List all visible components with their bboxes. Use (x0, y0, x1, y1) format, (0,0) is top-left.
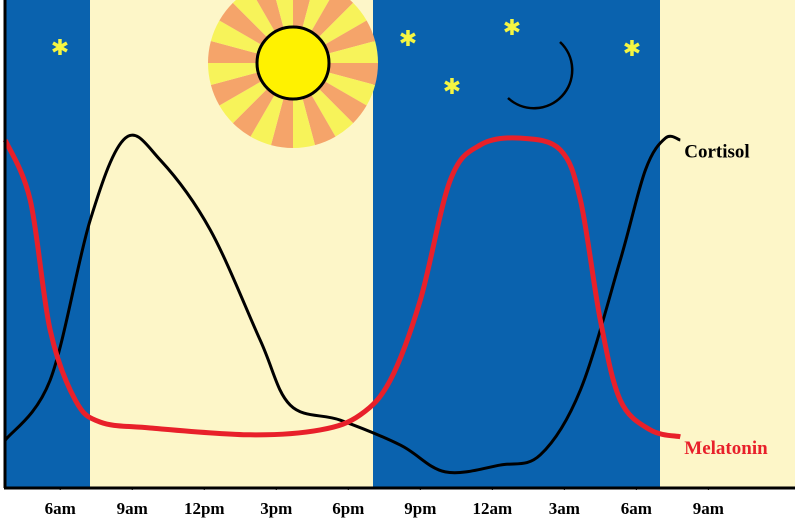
x-tick-label: 12am (472, 499, 512, 518)
star: ✱ (503, 16, 521, 41)
sun-ray (293, 0, 310, 63)
night-band (373, 0, 660, 488)
sun (208, 0, 378, 148)
night-band (5, 0, 90, 488)
day-night-bands (5, 0, 795, 488)
sun-ray (276, 0, 293, 63)
moon (507, 41, 574, 110)
sun-disc (255, 25, 331, 101)
star: ✱ (399, 27, 417, 52)
x-tick-label: 3pm (260, 499, 292, 518)
x-tick-label: 9am (693, 499, 724, 518)
series-label: Melatonin (684, 438, 768, 459)
x-tick-label: 3am (549, 499, 580, 518)
x-tick-label: 9pm (404, 499, 436, 518)
day-band (660, 0, 795, 488)
star: ✱ (443, 75, 461, 100)
x-tick-label: 6am (45, 499, 76, 518)
x-tick-label: 6pm (332, 499, 364, 518)
star: ✱ (623, 37, 641, 62)
star: ✱ (51, 36, 69, 61)
x-tick-label: 9am (117, 499, 148, 518)
series-label: Cortisol (684, 141, 749, 162)
stars: ✱ ✱ ✱ ✱ ✱ (51, 16, 641, 100)
x-tick-label: 12pm (184, 499, 225, 518)
x-tick-label: 6am (621, 499, 652, 518)
series-line (2, 135, 681, 440)
